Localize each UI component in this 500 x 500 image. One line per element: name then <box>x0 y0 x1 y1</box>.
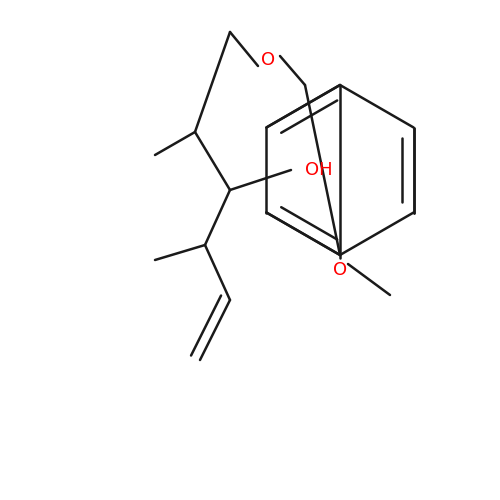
Text: O: O <box>333 261 347 279</box>
Text: OH: OH <box>305 161 332 179</box>
Text: O: O <box>261 51 275 69</box>
